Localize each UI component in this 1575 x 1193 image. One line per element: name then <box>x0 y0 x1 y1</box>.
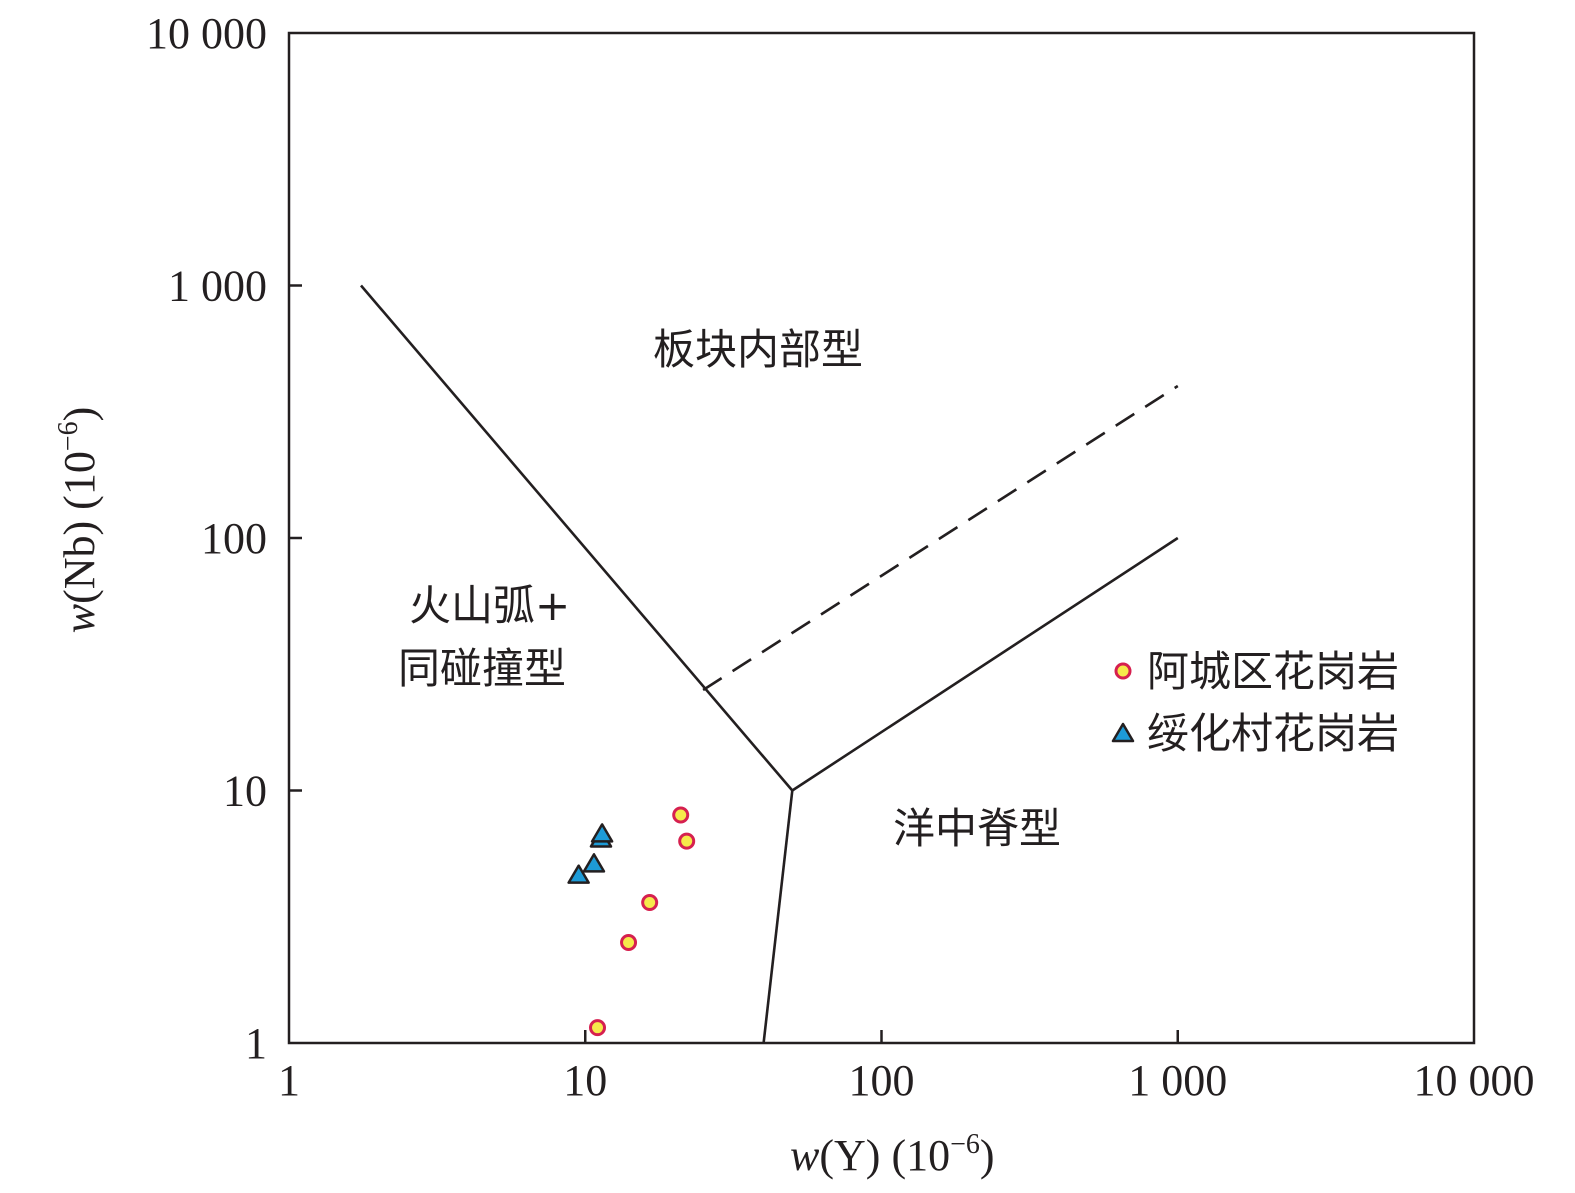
x-tick-label: 1 000 <box>1128 1056 1227 1105</box>
boundary-dashed-line <box>702 384 1179 692</box>
ticks <box>289 284 1179 1043</box>
y-tick-label: 100 <box>201 514 267 563</box>
y-axis-title: w(Nb) (10−6) <box>53 407 104 634</box>
x-tick-label: 100 <box>849 1056 915 1105</box>
data-points <box>567 806 696 1037</box>
x-axis-title: w(Y) (10−6) <box>790 1129 995 1180</box>
y-tick-label: 1 <box>245 1019 267 1068</box>
region-label-vag-line1: 火山弧+ <box>409 581 570 630</box>
data-point-triangle <box>567 864 590 884</box>
data-point-triangle <box>590 823 614 843</box>
data-point-circle <box>641 894 659 912</box>
data-point-circle <box>678 832 696 850</box>
data-point-circle <box>620 934 638 952</box>
y-tick-label: 1 000 <box>168 262 267 311</box>
tick-labels: 1 10 100 1 000 10 000 1 10 100 1 000 10 000 <box>146 9 1535 1105</box>
boundaries <box>360 284 1179 1044</box>
data-point-triangle <box>582 853 606 873</box>
y-tick-label: 10 <box>223 767 267 816</box>
data-point-circle <box>589 1019 607 1037</box>
legend-label-suihua: 绥化村花岗岩 <box>1147 709 1399 758</box>
x-tick-label: 10 000 <box>1414 1056 1535 1105</box>
region-label-org: 洋中脊型 <box>893 804 1061 853</box>
y-tick-label: 10 000 <box>146 9 267 58</box>
legend-marker-suihua <box>1111 722 1135 743</box>
region-label-wpg: 板块内部型 <box>653 325 863 374</box>
legend: 阿城区花岗岩 绥化村花岗岩 <box>1111 647 1399 758</box>
boundary-line <box>762 790 794 1044</box>
region-label-vag-line2: 同碰撞型 <box>398 644 566 693</box>
plot-frame <box>287 31 1476 1045</box>
x-tick-label: 1 <box>278 1056 300 1105</box>
data-point-circle <box>672 806 690 824</box>
boundary-line <box>360 284 794 792</box>
legend-label-acheng: 阿城区花岗岩 <box>1147 647 1399 696</box>
boundary-line <box>791 536 1179 792</box>
x-tick-label: 10 <box>563 1056 607 1105</box>
legend-marker-acheng <box>1114 662 1132 680</box>
